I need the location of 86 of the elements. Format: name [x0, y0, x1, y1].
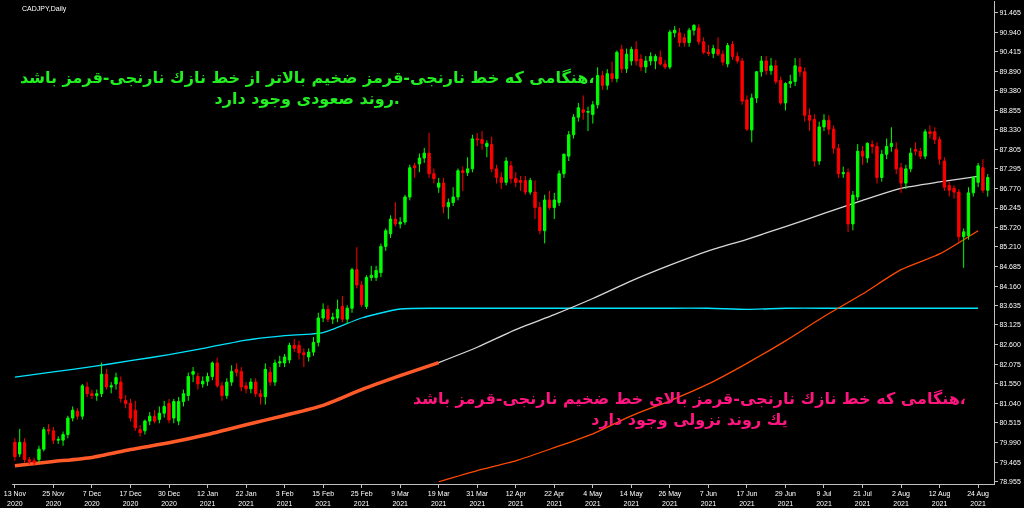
candlestick	[412, 162, 417, 179]
candlestick	[46, 423, 51, 436]
candlestick	[99, 362, 104, 398]
candlestick	[186, 372, 190, 402]
candlestick	[986, 173, 990, 198]
candlestick	[393, 201, 398, 228]
candlestick	[605, 68, 609, 91]
candlestick	[109, 381, 113, 394]
candlestick	[677, 27, 682, 48]
candlestick	[326, 304, 330, 323]
candlestick	[841, 166, 845, 179]
candlestick	[470, 134, 475, 173]
candlestick	[644, 55, 648, 74]
candlestick	[123, 394, 128, 409]
candlestick	[610, 61, 614, 83]
candlestick	[769, 57, 773, 76]
candlestick	[624, 48, 629, 74]
candlestick	[157, 405, 162, 424]
candlestick	[764, 55, 768, 76]
candlestick	[152, 409, 157, 424]
candlestick	[75, 407, 80, 421]
candlestick	[176, 396, 181, 426]
candlestick	[961, 227, 966, 269]
candlestick	[27, 456, 32, 466]
candlestick	[581, 94, 585, 121]
candlestick	[865, 141, 870, 164]
candlestick	[465, 156, 470, 177]
candlestick	[191, 366, 195, 383]
candlestick	[138, 424, 142, 437]
candlestick	[205, 372, 210, 387]
candlestick	[836, 143, 841, 179]
candlestick	[576, 102, 581, 123]
candlestick	[172, 398, 176, 424]
candlestick	[615, 49, 619, 83]
candlestick	[504, 156, 508, 186]
candlestick	[340, 295, 345, 323]
candlestick	[282, 353, 287, 368]
candlestick	[263, 362, 268, 406]
candlestick	[335, 299, 340, 323]
candlestick	[725, 42, 730, 68]
candlestick	[201, 375, 205, 389]
candlestick	[114, 372, 118, 391]
candlestick	[547, 190, 552, 211]
candlestick	[287, 342, 292, 364]
candlestick	[523, 175, 528, 196]
candlestick	[629, 46, 634, 66]
candlestick	[22, 437, 27, 464]
candlestick	[706, 44, 711, 57]
candlestick	[913, 141, 918, 156]
candlestick	[133, 400, 137, 432]
annotation: هنگامی که خط نارنجی-قرمز ضخیم بالاتر از خط نازك نارنجی-قرمز باشد، روند صعودی وجود دارد.	[20, 68, 595, 108]
candlestick	[620, 44, 624, 74]
candlestick	[889, 126, 894, 153]
candlestick	[249, 377, 253, 394]
line-series	[14, 307, 979, 378]
candlestick	[13, 437, 17, 462]
candlestick	[437, 177, 441, 194]
line-series	[438, 175, 979, 364]
candlestick	[846, 167, 850, 233]
candlestick	[32, 457, 36, 466]
candlestick	[119, 375, 123, 404]
candlestick	[711, 44, 715, 59]
candlestick	[682, 33, 687, 48]
candlestick	[104, 368, 109, 391]
candlestick	[485, 139, 489, 158]
candlestick	[653, 53, 658, 70]
candlestick	[812, 113, 817, 168]
candlestick	[162, 400, 166, 419]
candlestick	[196, 372, 200, 391]
candlestick	[759, 55, 764, 78]
candlestick	[730, 40, 735, 61]
candlestick	[51, 426, 56, 445]
candlestick	[518, 175, 523, 192]
candlestick	[268, 366, 272, 387]
candlestick	[441, 177, 446, 214]
candlestick	[542, 194, 547, 244]
candlestick	[923, 128, 927, 160]
candlestick	[210, 360, 215, 381]
candlestick	[461, 166, 465, 192]
candlestick	[80, 383, 84, 421]
candlestick	[18, 428, 22, 458]
candlestick	[167, 398, 171, 424]
candlestick	[981, 158, 985, 194]
candlestick	[600, 70, 605, 91]
candlestick	[528, 177, 532, 196]
candlestick	[860, 145, 865, 166]
